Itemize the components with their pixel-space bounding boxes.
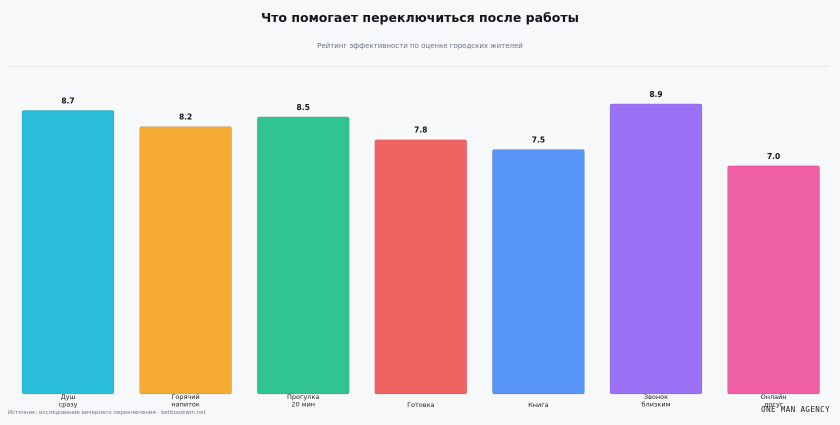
- bar-3: [374, 139, 468, 395]
- value-label-0: 8.7: [61, 96, 74, 105]
- value-label-2: 8.5: [297, 103, 310, 112]
- bar-1: [139, 126, 233, 395]
- bar-6: [727, 165, 820, 395]
- header-divider: [8, 66, 830, 67]
- category-label-1: Горячий напиток: [171, 393, 199, 409]
- category-label-5: Звонок близким: [642, 393, 671, 409]
- bar-4: [491, 149, 585, 395]
- category-label-4: Книга: [528, 401, 549, 409]
- category-label-2: Прогулка 20 мин: [287, 393, 319, 409]
- value-label-5: 8.9: [649, 90, 662, 99]
- bar-2: [256, 116, 350, 395]
- value-label-3: 7.8: [414, 126, 427, 135]
- value-label-1: 8.2: [179, 113, 192, 122]
- category-label-0: Душ сразу: [59, 393, 78, 409]
- category-label-6: Онлайн досуг: [761, 393, 787, 409]
- bar-0: [21, 109, 115, 395]
- source-note: Источник: исследование вечернего переклю…: [8, 410, 206, 416]
- value-label-4: 7.5: [532, 136, 545, 145]
- bar-5: [609, 103, 703, 395]
- category-label-3: Готовка: [407, 401, 434, 409]
- chart-subtitle: Рейтинг эффективности по оценке городски…: [317, 42, 523, 50]
- value-label-6: 7.0: [767, 152, 780, 161]
- brand-logo: ONE MAN AGENCY: [761, 405, 830, 414]
- chart-title: Что помогает переключиться после работы: [261, 10, 579, 25]
